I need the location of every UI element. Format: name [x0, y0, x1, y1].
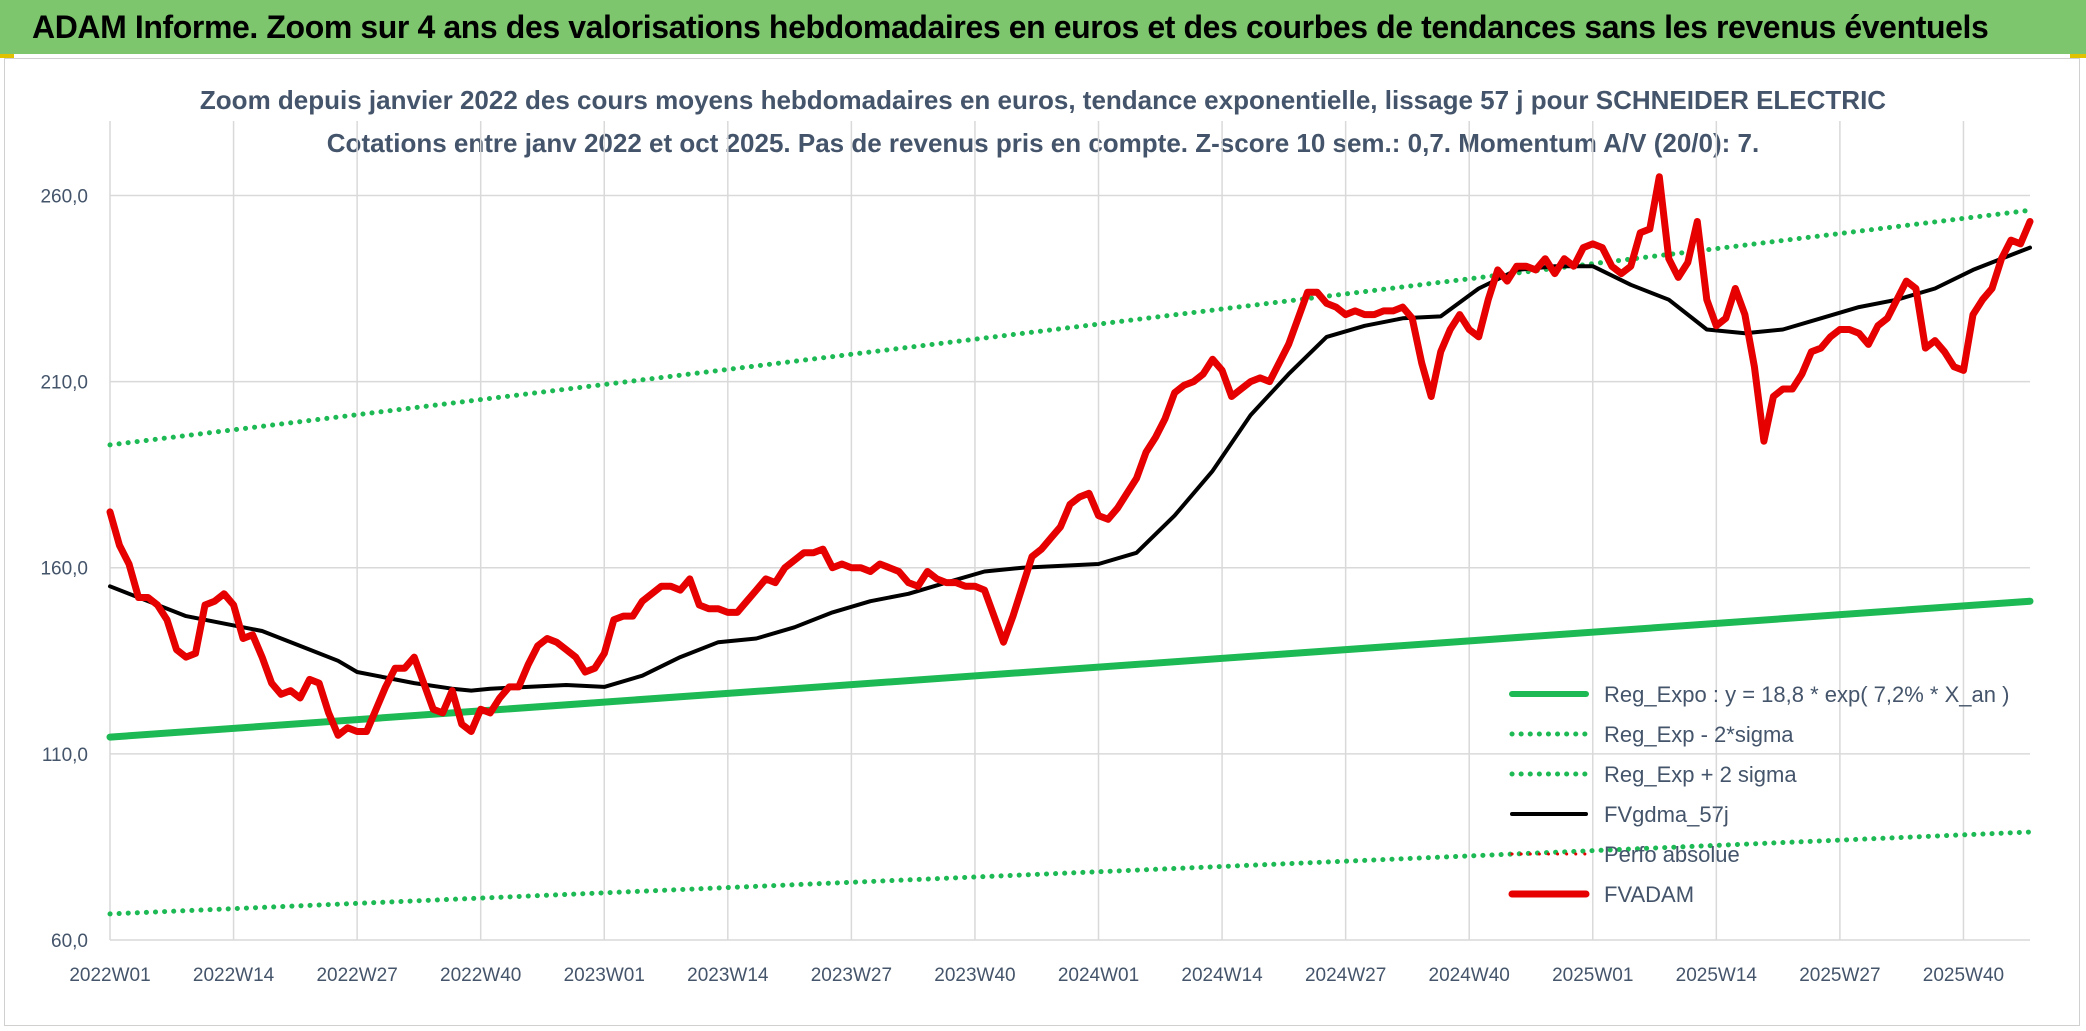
legend-label-reg-expo: Reg_Expo : y = 18,8 * exp( 7,2% * X_an ): [1604, 682, 2009, 707]
report-title: ADAM Informe. Zoom sur 4 ans des valoris…: [32, 9, 1989, 45]
x-tick-label: 2022W14: [193, 965, 275, 986]
chart-legend: Reg_Expo : y = 18,8 * exp( 7,2% * X_an )…: [1508, 682, 2009, 907]
reg-plus-2sigma-line: [107, 207, 2033, 448]
x-tick-label: 2025W27: [1799, 965, 1880, 986]
x-tick-label: 2023W40: [934, 965, 1015, 986]
x-tick-label: 2024W14: [1181, 965, 1263, 986]
x-tick-label: 2024W01: [1058, 965, 1139, 986]
banner-accent-right: [2070, 54, 2086, 58]
x-tick-label: 2025W40: [1923, 965, 2004, 986]
x-tick-label: 2024W27: [1305, 965, 1386, 986]
y-tick-label: 110,0: [42, 745, 88, 766]
x-tick-label: 2022W40: [440, 965, 521, 986]
legend-label-fvgdma-57j: FVgdma_57j: [1604, 802, 1729, 827]
x-tick-label: 2023W01: [564, 965, 645, 986]
legend-label-fvadam: FVADAM: [1604, 882, 1694, 907]
y-tick-label: 160,0: [40, 559, 88, 580]
y-tick-label: 60,0: [51, 931, 88, 952]
report-banner: ADAM Informe. Zoom sur 4 ans des valoris…: [0, 0, 2086, 54]
x-tick-label: 2023W14: [687, 965, 769, 986]
chart-grid: [109, 121, 2030, 941]
plot-area: [106, 173, 2034, 917]
legend-label-reg-plus-2sigma: Reg_Exp + 2 sigma: [1604, 762, 1797, 787]
legend-label-reg-minus-2sigma: Reg_Exp - 2*sigma: [1604, 722, 1794, 747]
chart-title: Zoom depuis janvier 2022 des cours moyen…: [200, 85, 1886, 115]
fvadam-line: [106, 173, 2034, 739]
x-tick-label: 2024W40: [1429, 965, 1510, 986]
x-axis: 2022W01 2022W14 2022W27 2022W40 2023W01 2023W…: [69, 965, 2004, 986]
x-tick-label: 2022W01: [69, 965, 150, 986]
x-tick-label: 2025W01: [1552, 965, 1633, 986]
fvgdma-57j-line: [108, 245, 2032, 693]
banner-accent-left: [0, 54, 14, 58]
chart-frame: [4, 58, 2080, 1026]
reg-minus-2sigma-line: [107, 829, 2033, 917]
legend-label-perfo-absolue: Perfo absolue: [1604, 842, 1740, 867]
x-tick-label: 2022W27: [316, 965, 397, 986]
y-tick-label: 210,0: [40, 373, 88, 394]
x-tick-label: 2025W14: [1676, 965, 1758, 986]
reg-expo-line: [106, 597, 2034, 741]
x-tick-label: 2023W27: [811, 965, 892, 986]
y-axis: 260,0 210,0 160,0 110,0 60,0: [40, 186, 88, 952]
chart-subtitle: Cotations entre janv 2022 et oct 2025. P…: [327, 128, 1759, 158]
y-tick-label: 260,0: [40, 186, 88, 207]
